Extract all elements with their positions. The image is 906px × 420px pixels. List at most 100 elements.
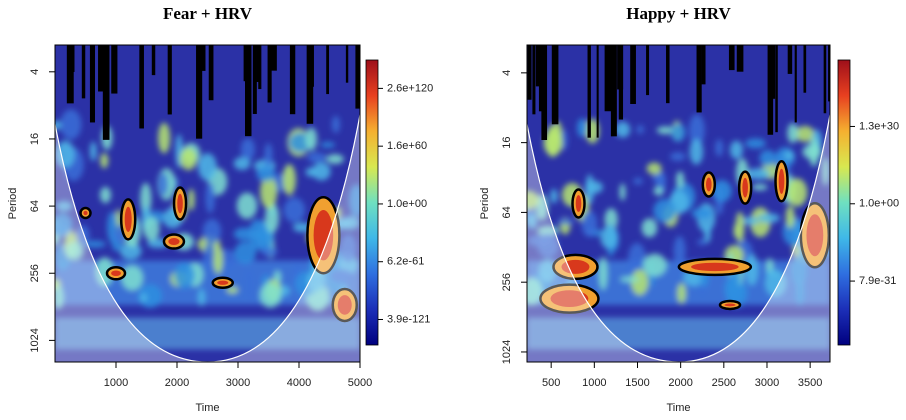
field-blob bbox=[179, 147, 197, 171]
x-tick-label: 5000 bbox=[348, 377, 372, 389]
noise-strip bbox=[794, 45, 797, 123]
spectrum-field bbox=[55, 45, 360, 362]
field-blob bbox=[636, 125, 645, 134]
field-blob bbox=[240, 138, 255, 161]
y-axis-label: Period bbox=[479, 188, 491, 220]
field-blob bbox=[550, 188, 558, 204]
field-blob bbox=[56, 201, 73, 212]
field-blob bbox=[306, 270, 326, 292]
field-blob bbox=[305, 167, 318, 177]
field-blob bbox=[764, 269, 787, 297]
significant-core bbox=[168, 238, 180, 246]
field-blob bbox=[673, 235, 686, 266]
noise-strip bbox=[610, 45, 617, 137]
field-blob bbox=[745, 254, 759, 286]
field-blob bbox=[198, 153, 217, 181]
noise-strip bbox=[532, 45, 536, 115]
field-blob bbox=[140, 182, 152, 216]
noise-strip bbox=[551, 45, 559, 125]
field-blob bbox=[581, 210, 598, 237]
noise-strip bbox=[289, 45, 296, 115]
noise-strip bbox=[775, 45, 778, 133]
colorbar-tick-label: 7.9e-31 bbox=[859, 275, 896, 287]
noise-strip bbox=[89, 45, 96, 123]
field-blob bbox=[711, 179, 732, 202]
field-blob bbox=[633, 177, 643, 185]
field-blob bbox=[785, 205, 795, 229]
field-blob bbox=[197, 288, 206, 307]
noise-strip bbox=[604, 45, 612, 112]
colorbar-tick-label: 2.6e+120 bbox=[387, 82, 433, 94]
field-band bbox=[527, 317, 830, 350]
field-blob bbox=[326, 154, 344, 164]
y-tick-label: 16 bbox=[501, 137, 513, 149]
significant-core bbox=[706, 177, 712, 192]
field-blob bbox=[233, 156, 251, 170]
noise-strip bbox=[252, 45, 257, 114]
field-blob bbox=[213, 245, 223, 275]
significant-core bbox=[561, 259, 590, 274]
noise-strip bbox=[151, 45, 156, 76]
noise-strip bbox=[541, 45, 548, 140]
significant-core bbox=[337, 295, 352, 315]
field-blob bbox=[631, 269, 649, 296]
colorbar-tick-label: 3.9e-121 bbox=[387, 313, 430, 325]
field-blob bbox=[202, 218, 222, 244]
noise-strip bbox=[111, 45, 118, 94]
y-tick-label: 256 bbox=[29, 264, 41, 282]
x-tick-label: 1000 bbox=[104, 377, 128, 389]
field-blob bbox=[802, 144, 822, 160]
significant-core bbox=[124, 206, 132, 232]
noise-strip bbox=[803, 45, 807, 93]
significant-core bbox=[111, 270, 121, 277]
field-blob bbox=[226, 286, 239, 294]
noise-strip bbox=[208, 45, 214, 101]
x-tick-label: 4000 bbox=[287, 377, 311, 389]
field-blob bbox=[784, 150, 795, 161]
noise-strip bbox=[139, 45, 144, 129]
noise-strip bbox=[243, 45, 250, 82]
noise-strip bbox=[666, 45, 670, 104]
field-blob bbox=[537, 233, 559, 259]
field-blob bbox=[205, 182, 215, 214]
field-blob bbox=[187, 188, 195, 211]
field-blob bbox=[557, 218, 575, 225]
x-axis-label: Time bbox=[666, 402, 690, 414]
colorbar-tick-label: 1.3e+30 bbox=[859, 120, 899, 132]
x-tick-label: 500 bbox=[542, 377, 560, 389]
field-blob bbox=[140, 293, 147, 303]
field-blob bbox=[697, 239, 707, 246]
field-blob bbox=[320, 141, 336, 148]
noise-strip bbox=[736, 45, 744, 72]
noise-strip bbox=[535, 45, 541, 87]
x-tick-label: 2500 bbox=[712, 377, 736, 389]
field-blob bbox=[670, 152, 686, 161]
noise-strip bbox=[538, 45, 544, 112]
field-blob bbox=[158, 122, 171, 154]
noise-strip bbox=[267, 45, 272, 103]
plot-frame bbox=[54, 44, 361, 363]
field-blob bbox=[259, 282, 282, 308]
field-blob bbox=[234, 241, 257, 264]
noise-strip bbox=[256, 45, 260, 82]
field-blob bbox=[730, 140, 743, 160]
field-blob bbox=[600, 226, 618, 249]
noise-strip bbox=[617, 45, 624, 90]
noise-strip bbox=[823, 45, 827, 114]
cone-shade bbox=[55, 114, 360, 362]
x-axis-label: Time bbox=[195, 402, 219, 414]
field-blob bbox=[527, 190, 540, 210]
field-blob bbox=[538, 259, 557, 283]
field-blob bbox=[121, 265, 144, 291]
field-blob bbox=[282, 164, 296, 196]
field-blob bbox=[641, 218, 658, 238]
spectrum-field bbox=[527, 45, 830, 362]
noise-strip bbox=[696, 45, 702, 113]
noise-strip bbox=[98, 45, 104, 92]
field-blob bbox=[60, 109, 82, 140]
field-blob bbox=[735, 211, 745, 243]
field-blob bbox=[759, 149, 777, 167]
field-blob bbox=[715, 139, 724, 157]
noise-strip bbox=[345, 45, 349, 83]
